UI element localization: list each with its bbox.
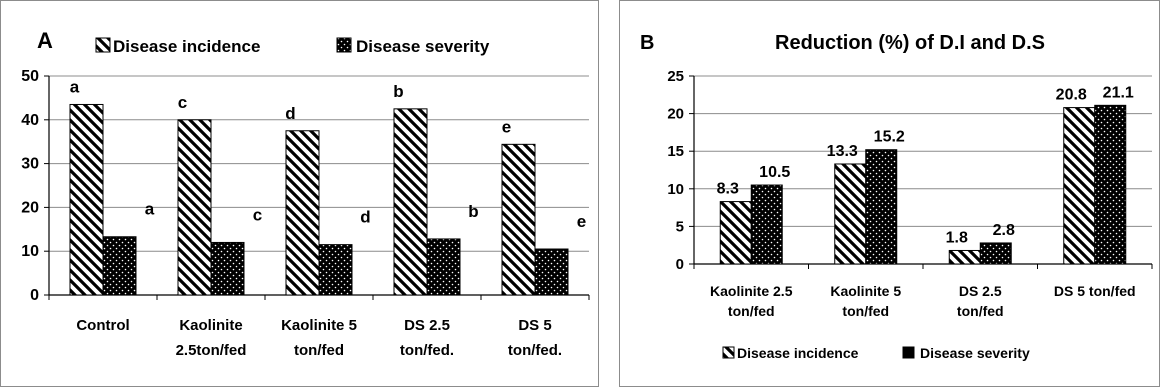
- y-tick-label: 5: [676, 218, 684, 235]
- data-label: d: [285, 104, 295, 123]
- legend-incidence-label: Disease incidence: [113, 37, 260, 56]
- data-label: d: [360, 208, 370, 227]
- x-category-label: DS 2.5: [959, 283, 1002, 299]
- bar-disease-incidence: [719, 201, 752, 265]
- data-label: 20.8: [1056, 87, 1087, 104]
- legend-severity-swatch: [336, 37, 352, 53]
- data-label: a: [70, 77, 80, 96]
- bar-disease-incidence: [285, 130, 320, 296]
- x-category-label: ton/fed.: [400, 342, 454, 359]
- y-tick-label: 25: [667, 68, 684, 85]
- x-category-label: ton/fed: [728, 303, 775, 319]
- data-label: e: [502, 117, 511, 136]
- legend-incidence-swatch: [95, 37, 111, 53]
- bar-disease-severity: [1094, 104, 1127, 265]
- x-category-label: Kaolinite 2.5: [710, 283, 793, 299]
- y-tick-label: 30: [21, 156, 39, 173]
- bar-disease-severity: [750, 184, 783, 265]
- y-tick-label: 40: [21, 112, 39, 129]
- y-tick-label: 0: [676, 256, 684, 273]
- x-category-label: ton/fed: [842, 303, 889, 319]
- legend-incidence-label: Disease incidence: [737, 345, 859, 361]
- y-tick-label: 10: [21, 243, 39, 260]
- data-label: c: [253, 205, 262, 224]
- bar-disease-incidence: [948, 249, 981, 265]
- y-tick-label: 50: [21, 68, 39, 85]
- bar-disease-severity: [426, 238, 461, 296]
- legend-severity-label: Disease severity: [356, 37, 490, 56]
- data-label: b: [393, 82, 403, 101]
- y-tick-label: 0: [30, 287, 39, 304]
- bar-disease-incidence: [1063, 107, 1096, 265]
- x-category-label: DS 5 ton/fed: [1054, 283, 1136, 299]
- bar-disease-incidence: [393, 108, 428, 296]
- bar-disease-severity: [210, 241, 245, 296]
- bar-disease-incidence: [177, 119, 212, 296]
- legend-incidence-swatch: [722, 346, 735, 359]
- x-category-label: Kaolinite 5: [281, 317, 357, 334]
- x-category-label: DS 5: [518, 317, 551, 334]
- data-label: 15.2: [874, 129, 905, 146]
- x-category-label: Kaolinite: [179, 317, 242, 334]
- x-category-label: Control: [76, 317, 129, 334]
- data-label: 8.3: [717, 181, 739, 198]
- x-category-label: ton/fed: [294, 342, 344, 359]
- x-category-label: 2.5ton/fed: [176, 342, 247, 359]
- bar-disease-severity: [318, 244, 353, 296]
- bar-disease-severity: [979, 242, 1012, 265]
- x-category-label: Kaolinite 5: [830, 283, 901, 299]
- x-category-label: ton/fed.: [508, 342, 562, 359]
- chart-a-svg: 0 10 20 30 40 50 a a Control c c Kaolinite 2.5ton/fe…: [21, 28, 590, 359]
- data-label: a: [145, 200, 155, 219]
- bar-disease-incidence: [69, 103, 104, 296]
- legend-severity-swatch: [902, 346, 915, 359]
- data-label: c: [178, 93, 187, 112]
- data-label: e: [577, 212, 586, 231]
- bar-disease-incidence: [834, 163, 867, 265]
- bar-disease-severity: [102, 236, 137, 296]
- chart-panel-b: 0 5 10 15 20 25 8.3 10.5 Kaolinite 2.5 ton/fed 13.…: [619, 0, 1160, 387]
- data-label: 21.1: [1103, 84, 1134, 101]
- chart-b-svg: 0 5 10 15 20 25 8.3 10.5 Kaolinite 2.5 ton/fed 13.…: [640, 32, 1153, 361]
- bar-disease-incidence: [501, 143, 536, 296]
- x-category-label: ton/fed: [957, 303, 1004, 319]
- x-category-label: DS 2.5: [404, 317, 450, 334]
- panel-label-b: B: [640, 32, 654, 54]
- data-label: 2.8: [993, 222, 1015, 239]
- chart-title: Reduction (%) of D.I and D.S: [775, 32, 1045, 54]
- chart-panel-a: 0 10 20 30 40 50 a a Control c c Kaolinite 2.5ton/fe…: [0, 0, 599, 387]
- legend-severity-label: Disease severity: [920, 345, 1030, 361]
- y-tick-label: 20: [21, 199, 39, 216]
- data-label: b: [468, 202, 478, 221]
- panel-label-a: A: [37, 28, 53, 53]
- data-label: 10.5: [759, 164, 790, 181]
- data-label: 1.8: [946, 229, 968, 246]
- bar-disease-severity: [534, 248, 569, 296]
- data-label: 13.3: [827, 143, 858, 160]
- y-tick-label: 20: [667, 106, 684, 123]
- y-tick-label: 10: [667, 181, 684, 198]
- bar-disease-severity: [865, 149, 898, 265]
- y-tick-label: 15: [667, 143, 684, 160]
